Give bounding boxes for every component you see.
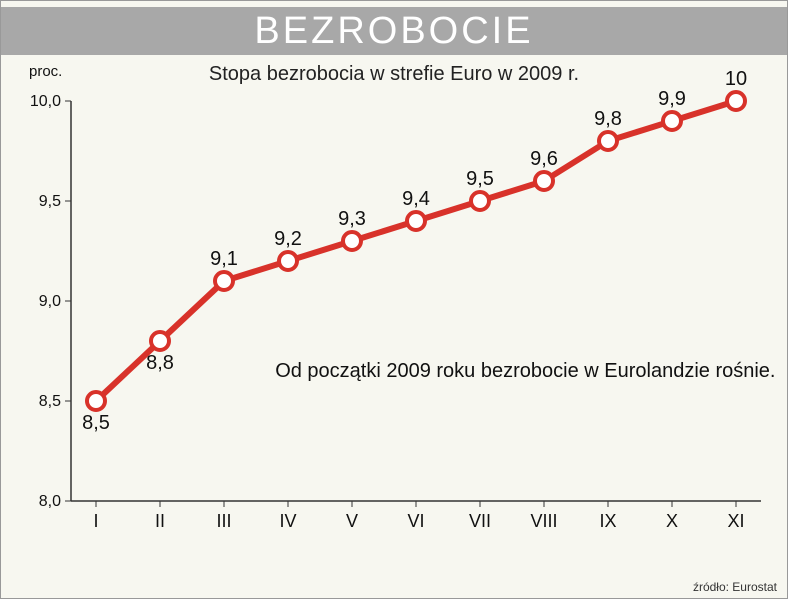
main-title: BEZROBOCIE (1, 7, 787, 55)
x-tick-label: V (346, 511, 358, 531)
chart-frame: BEZROBOCIE Stopa bezrobocia w strefie Eu… (0, 0, 788, 599)
data-label: 9,5 (466, 168, 494, 190)
data-marker (535, 172, 553, 190)
data-marker (599, 132, 617, 150)
data-marker (151, 332, 169, 350)
y-tick-label: 10,0 (30, 93, 61, 110)
data-marker (215, 272, 233, 290)
data-marker (87, 392, 105, 410)
data-label: 9,4 (402, 188, 430, 210)
data-label: 9,1 (210, 248, 238, 270)
line-chart-svg: 8,08,59,09,510,0IIIIIIIVVVIVIIVIIIIXXXI8… (51, 91, 771, 551)
data-line (96, 101, 736, 401)
data-marker (343, 232, 361, 250)
y-axis-unit: proc. (29, 63, 62, 80)
x-tick-label: VIII (530, 511, 557, 531)
data-marker (727, 92, 745, 110)
data-marker (663, 112, 681, 130)
x-tick-label: XI (727, 511, 744, 531)
x-tick-label: IX (599, 511, 616, 531)
data-marker (407, 212, 425, 230)
chart-subtitle: Stopa bezrobocia w strefie Euro w 2009 r… (1, 63, 787, 86)
x-tick-label: II (155, 511, 165, 531)
x-tick-label: IV (279, 511, 296, 531)
x-tick-label: VII (469, 511, 491, 531)
source-text: źródło: Eurostat (693, 580, 777, 594)
data-label: 8,8 (146, 352, 174, 374)
x-tick-label: VI (407, 511, 424, 531)
data-marker (471, 192, 489, 210)
data-label: 9,9 (658, 88, 686, 110)
y-tick-label: 9,0 (39, 293, 61, 310)
x-tick-label: X (666, 511, 678, 531)
x-tick-label: III (216, 511, 231, 531)
plot-area: 8,08,59,09,510,0IIIIIIIVVVIVIIVIIIIXXXI8… (51, 91, 771, 551)
chart-note: Od początki 2009 roku bezrobocie w Eurol… (275, 360, 775, 382)
data-label: 9,8 (594, 108, 622, 130)
y-tick-label: 8,5 (39, 393, 61, 410)
y-tick-label: 9,5 (39, 193, 61, 210)
x-tick-label: I (93, 511, 98, 531)
y-tick-label: 8,0 (39, 493, 61, 510)
data-marker (279, 252, 297, 270)
data-label: 10 (725, 68, 747, 90)
data-label: 9,3 (338, 208, 366, 230)
data-label: 9,6 (530, 148, 558, 170)
data-label: 8,5 (82, 412, 110, 434)
data-label: 9,2 (274, 228, 302, 250)
